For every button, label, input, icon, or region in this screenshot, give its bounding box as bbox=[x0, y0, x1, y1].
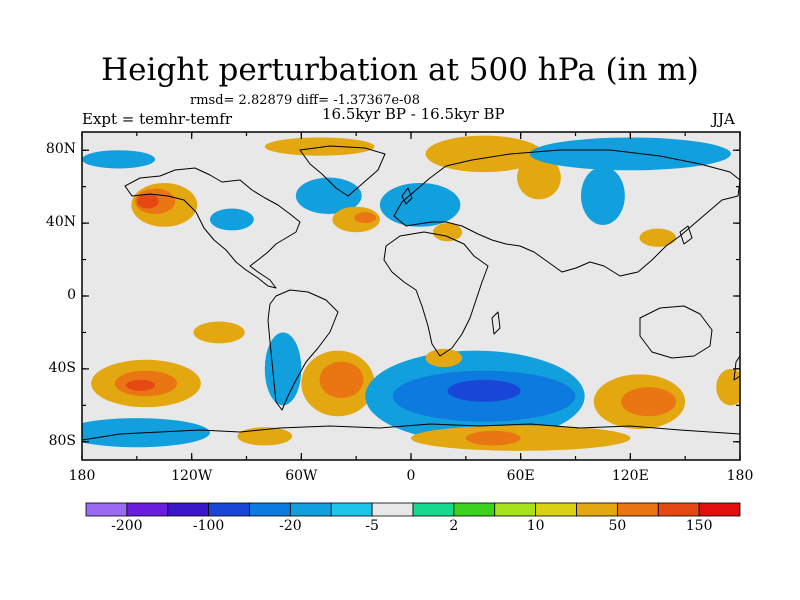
colorbar bbox=[85, 502, 741, 517]
coast-south-america bbox=[267, 289, 339, 411]
coast-greenland bbox=[299, 145, 386, 197]
anomaly-region bbox=[82, 150, 156, 169]
stats-label: rmsd= 2.82879 diff= -1.37367e-08 bbox=[190, 93, 420, 108]
anomaly-region bbox=[580, 166, 625, 225]
colorbar-box bbox=[330, 502, 373, 517]
anomaly-region bbox=[465, 430, 521, 446]
anomaly-region bbox=[432, 223, 463, 242]
experiment-label: Expt = temhr-temfr bbox=[82, 110, 233, 128]
anomaly-region bbox=[379, 183, 461, 227]
colorbar-label: -5 bbox=[365, 518, 379, 534]
lon-tick-label: 60W bbox=[285, 468, 318, 484]
colorbar-label: 2 bbox=[449, 518, 459, 534]
anomaly-region bbox=[447, 379, 521, 402]
colorbar-label: -200 bbox=[111, 518, 143, 534]
anomaly-region bbox=[529, 137, 731, 171]
colorbar-box bbox=[576, 502, 618, 517]
colorbar-box bbox=[249, 502, 291, 517]
coast-antarctica bbox=[82, 423, 740, 441]
lat-tick-label: 40N bbox=[45, 214, 76, 231]
anomaly-region bbox=[136, 193, 159, 209]
map-title: Height perturbation at 500 hPa (in m) bbox=[101, 52, 699, 88]
colorbar-box bbox=[616, 502, 659, 517]
colorbar-label: 150 bbox=[685, 518, 713, 534]
coast-new-zealand bbox=[733, 355, 740, 381]
colorbar-label: -100 bbox=[192, 518, 225, 534]
colorbar-box bbox=[453, 502, 496, 517]
lat-tick-label: 80N bbox=[45, 141, 76, 158]
lon-tick-label: 120W bbox=[171, 468, 213, 484]
axis-ticks bbox=[81, 132, 741, 460]
anomaly-region bbox=[621, 387, 677, 417]
colorbar-box bbox=[535, 502, 577, 517]
coast-eurasia bbox=[393, 149, 740, 277]
colorbar-box bbox=[698, 502, 741, 517]
anomaly-region bbox=[125, 379, 156, 391]
lon-tick-label: 60E bbox=[506, 468, 535, 484]
anomaly-region bbox=[411, 425, 631, 451]
coast-uk bbox=[401, 187, 413, 205]
colorbar-label: 50 bbox=[608, 518, 627, 534]
colorbar-box bbox=[167, 502, 210, 517]
coast-japan bbox=[679, 225, 693, 245]
anomaly-region bbox=[209, 208, 254, 231]
coastlines bbox=[82, 145, 740, 441]
lon-tick-label: 0 bbox=[406, 468, 416, 484]
anomaly-regions bbox=[82, 135, 740, 451]
coast-north-america bbox=[124, 167, 301, 289]
colorbar-box bbox=[289, 502, 332, 517]
coast-madagascar bbox=[491, 311, 501, 335]
period-label: 16.5kyr BP - 16.5kyr BP bbox=[322, 105, 505, 123]
anomaly-region bbox=[295, 177, 362, 214]
lat-tick-label: 80S bbox=[48, 432, 76, 449]
colorbar-box bbox=[412, 502, 455, 517]
colorbar-box bbox=[371, 502, 414, 517]
anomaly-region bbox=[319, 361, 364, 399]
coast-africa bbox=[383, 231, 489, 357]
colorbar-box bbox=[126, 502, 169, 517]
lat-tick-label: 40S bbox=[48, 359, 76, 376]
anomaly-region bbox=[354, 212, 377, 224]
colorbar-label: 10 bbox=[526, 518, 545, 534]
colorbar-box bbox=[494, 502, 537, 517]
anomaly-region bbox=[264, 137, 375, 156]
anomaly-region bbox=[716, 368, 740, 406]
anomaly-region bbox=[425, 135, 543, 173]
lon-tick-label: 120E bbox=[611, 468, 649, 484]
coast-australia bbox=[639, 305, 713, 359]
lon-tick-label: 180 bbox=[726, 468, 754, 484]
season-label: JJA bbox=[712, 110, 735, 128]
colorbar-box bbox=[85, 502, 128, 517]
colorbar-box bbox=[208, 502, 250, 517]
anomaly-region bbox=[193, 321, 245, 344]
anomaly-region bbox=[517, 155, 561, 200]
anomaly-region bbox=[639, 228, 677, 247]
anomaly-region bbox=[425, 348, 463, 368]
anomaly-region bbox=[237, 427, 293, 446]
colorbar-box bbox=[657, 502, 700, 517]
lat-tick-label: 0 bbox=[67, 287, 76, 303]
colorbar-label: -20 bbox=[279, 518, 302, 534]
lon-tick-label: 180 bbox=[68, 468, 96, 484]
